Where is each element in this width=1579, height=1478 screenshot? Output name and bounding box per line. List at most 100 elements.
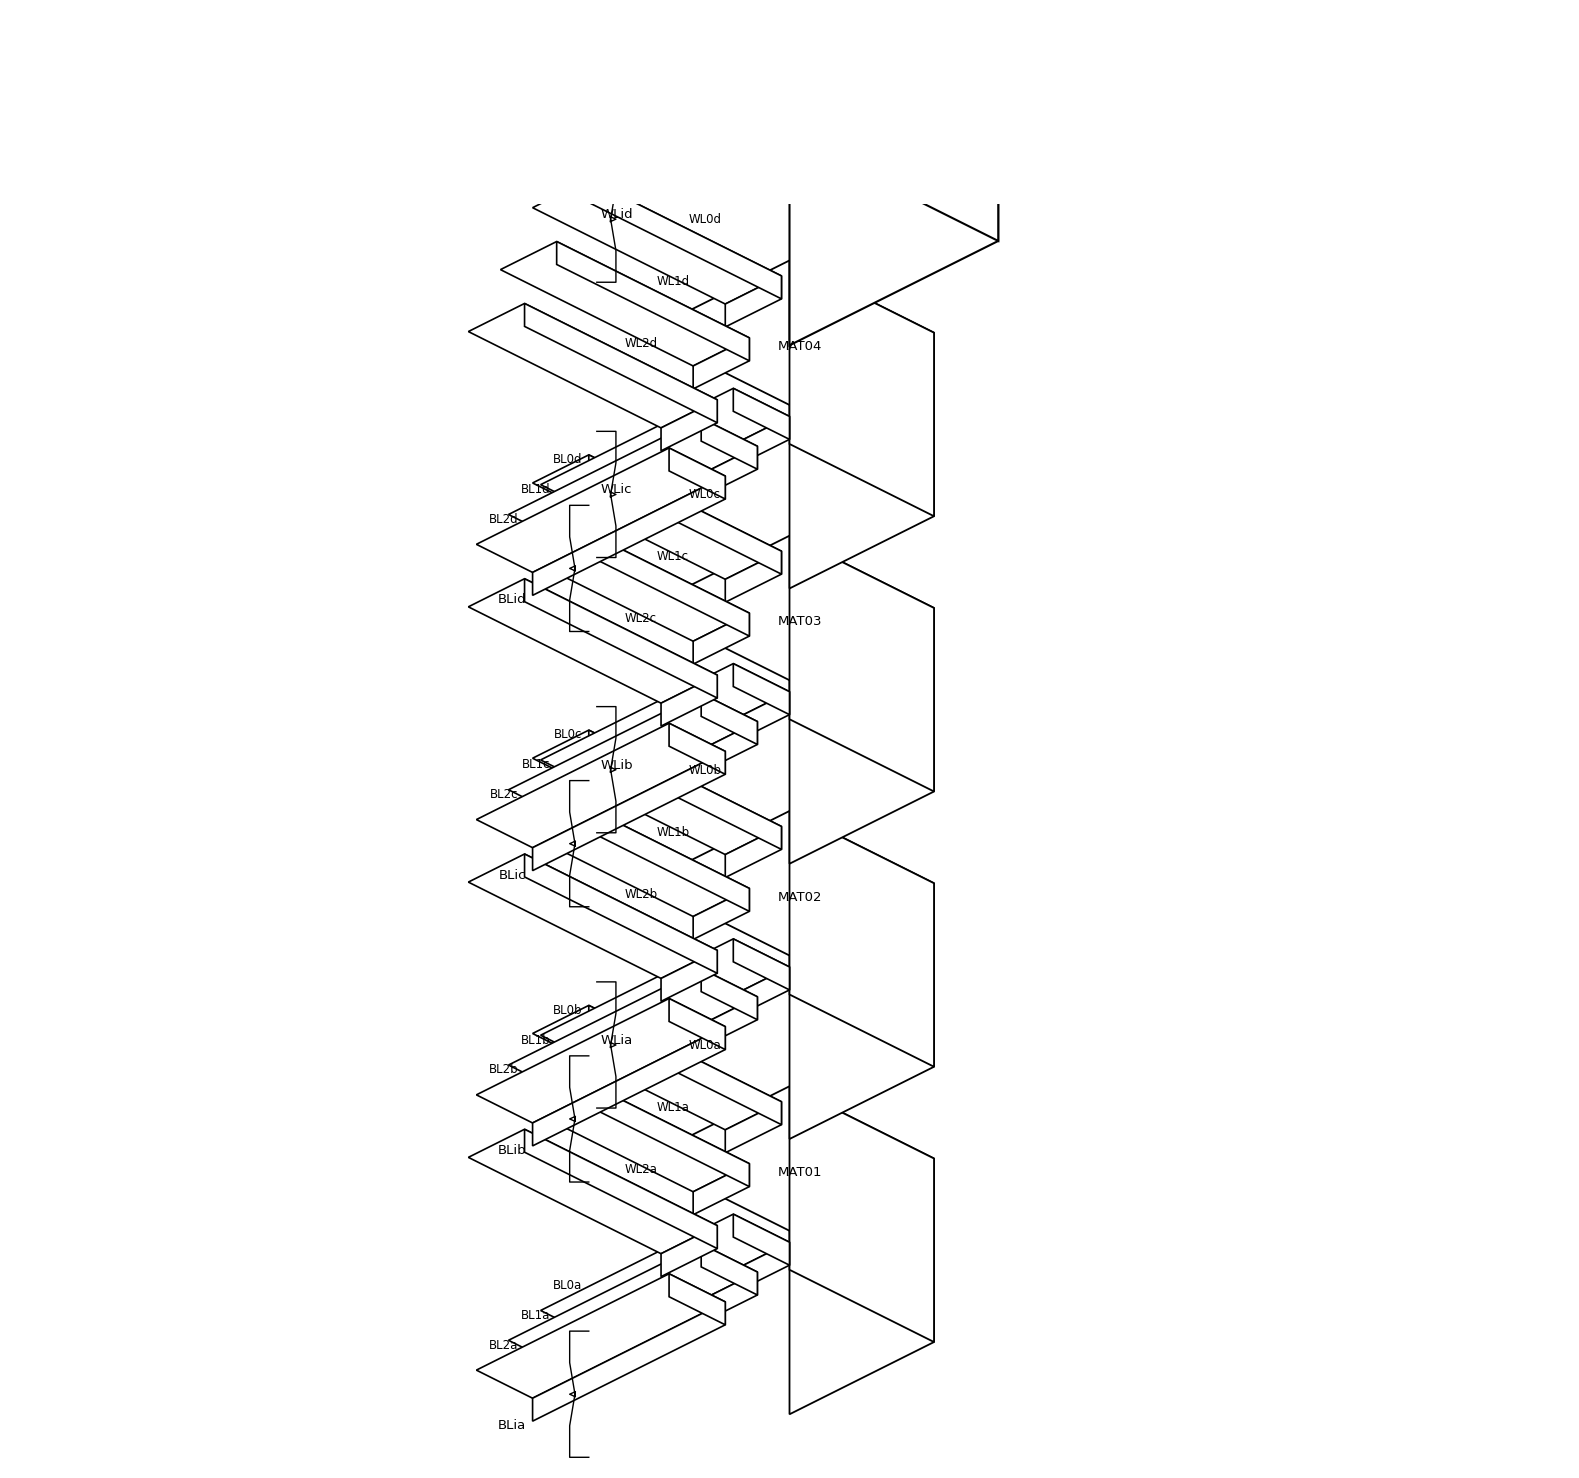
Polygon shape — [693, 613, 750, 664]
Text: BL0d: BL0d — [553, 454, 583, 466]
Polygon shape — [669, 1274, 725, 1324]
Text: WL1c: WL1c — [657, 550, 688, 563]
Polygon shape — [790, 260, 935, 516]
Text: BL2d: BL2d — [489, 513, 518, 526]
Polygon shape — [701, 418, 758, 469]
Text: BL2a: BL2a — [489, 1339, 518, 1352]
Text: WL2b: WL2b — [624, 888, 657, 900]
Text: BLid: BLid — [497, 594, 526, 606]
Polygon shape — [501, 1067, 750, 1191]
Polygon shape — [557, 1067, 750, 1187]
Text: MAT02: MAT02 — [777, 891, 821, 903]
Polygon shape — [532, 455, 782, 579]
Polygon shape — [589, 180, 782, 299]
Text: MAT03: MAT03 — [777, 615, 821, 628]
Text: BL1d: BL1d — [521, 483, 551, 497]
Polygon shape — [508, 1244, 758, 1369]
Text: WL0b: WL0b — [688, 764, 722, 777]
Text: WLic: WLic — [600, 483, 632, 497]
Polygon shape — [532, 1005, 782, 1129]
Polygon shape — [790, 607, 935, 863]
Polygon shape — [662, 675, 717, 726]
Polygon shape — [669, 448, 725, 500]
Text: BLic: BLic — [499, 869, 526, 882]
Polygon shape — [597, 417, 790, 535]
Polygon shape — [790, 884, 935, 1140]
Polygon shape — [532, 180, 782, 304]
Polygon shape — [589, 455, 782, 573]
Polygon shape — [597, 692, 790, 811]
Polygon shape — [693, 338, 750, 389]
Polygon shape — [532, 1027, 725, 1145]
Polygon shape — [725, 551, 782, 602]
Polygon shape — [477, 999, 725, 1123]
Text: BL0b: BL0b — [553, 1004, 583, 1017]
Polygon shape — [557, 241, 750, 361]
Polygon shape — [524, 854, 717, 974]
Polygon shape — [469, 303, 717, 429]
Polygon shape — [662, 401, 717, 451]
Polygon shape — [540, 939, 790, 1063]
Text: BLia: BLia — [497, 1419, 526, 1432]
Polygon shape — [524, 303, 717, 423]
Polygon shape — [725, 826, 782, 878]
Text: WL1d: WL1d — [657, 275, 690, 288]
Polygon shape — [508, 418, 758, 542]
Text: MAT01: MAT01 — [777, 1166, 821, 1179]
Polygon shape — [701, 1244, 758, 1295]
Text: BL1a: BL1a — [521, 1310, 551, 1321]
Polygon shape — [725, 1101, 782, 1153]
Polygon shape — [508, 693, 758, 817]
Polygon shape — [790, 0, 998, 241]
Polygon shape — [557, 517, 750, 636]
Polygon shape — [540, 1213, 790, 1339]
Polygon shape — [557, 792, 750, 912]
Polygon shape — [469, 854, 717, 978]
Text: BLib: BLib — [497, 1144, 526, 1157]
Text: WL1a: WL1a — [657, 1101, 688, 1114]
Text: BL2c: BL2c — [489, 788, 518, 801]
Polygon shape — [501, 792, 750, 916]
Text: WLia: WLia — [600, 1035, 633, 1046]
Polygon shape — [644, 811, 935, 955]
Polygon shape — [524, 579, 717, 698]
Polygon shape — [581, 0, 998, 115]
Polygon shape — [589, 730, 782, 850]
Polygon shape — [790, 12, 998, 346]
Polygon shape — [701, 693, 758, 745]
Polygon shape — [733, 939, 790, 990]
Polygon shape — [669, 723, 725, 774]
Polygon shape — [790, 333, 935, 588]
Polygon shape — [532, 476, 725, 596]
Polygon shape — [532, 730, 782, 854]
Text: WL2d: WL2d — [624, 337, 657, 350]
Polygon shape — [790, 1086, 935, 1342]
Polygon shape — [790, 535, 935, 792]
Polygon shape — [469, 579, 717, 704]
Polygon shape — [733, 389, 790, 439]
Polygon shape — [693, 1163, 750, 1215]
Polygon shape — [733, 1213, 790, 1265]
Polygon shape — [565, 996, 758, 1116]
Polygon shape — [669, 999, 725, 1049]
Polygon shape — [693, 888, 750, 940]
Polygon shape — [540, 389, 790, 513]
Text: WLib: WLib — [600, 758, 633, 772]
Polygon shape — [540, 664, 790, 788]
Polygon shape — [733, 664, 790, 715]
Polygon shape — [662, 1225, 717, 1277]
Polygon shape — [565, 446, 758, 566]
Text: BL1b: BL1b — [521, 1033, 551, 1046]
Text: BL2b: BL2b — [489, 1063, 518, 1076]
Polygon shape — [501, 517, 750, 641]
Polygon shape — [589, 1005, 782, 1125]
Polygon shape — [597, 967, 790, 1086]
Polygon shape — [565, 721, 758, 841]
Text: BL0c: BL0c — [554, 729, 583, 742]
Polygon shape — [532, 751, 725, 871]
Polygon shape — [701, 968, 758, 1020]
Text: WL0d: WL0d — [688, 213, 722, 226]
Text: WL1b: WL1b — [657, 826, 690, 838]
Polygon shape — [501, 241, 750, 367]
Polygon shape — [477, 1274, 725, 1398]
